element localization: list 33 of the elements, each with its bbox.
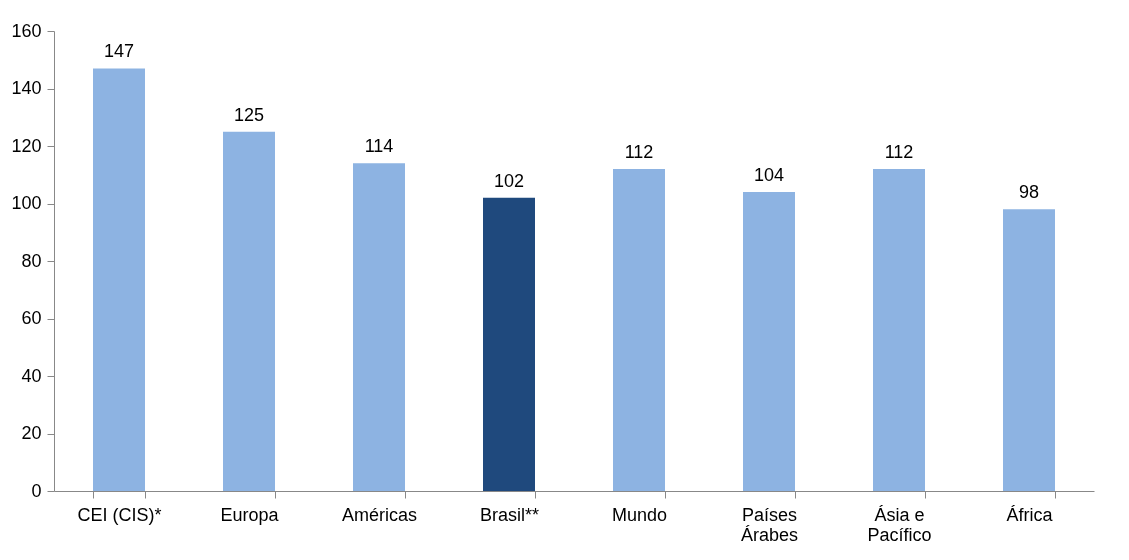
y-tick-label: 120: [11, 135, 42, 156]
y-tick-label: 40: [21, 365, 42, 386]
x-tick-label: Brasil**: [479, 504, 540, 525]
bar: [1003, 209, 1055, 491]
bar: [353, 163, 405, 491]
data-label: 112: [624, 142, 654, 162]
x-tick-label: Países Árabes: [740, 504, 799, 545]
x-tick-label: Europa: [220, 504, 280, 525]
data-label: 147: [103, 41, 135, 62]
data-label: 102: [493, 170, 525, 191]
y-tick-label: 60: [21, 308, 42, 328]
x-tick-label: Ásia e Pacífico: [867, 504, 932, 545]
x-tick-label: Mundo: [611, 504, 668, 525]
bar: [743, 192, 795, 491]
x-tick-label: Américas: [341, 504, 418, 525]
bar: [873, 169, 925, 491]
data-label: 104: [753, 165, 785, 185]
y-tick-label: 20: [21, 423, 42, 443]
bar: [483, 197, 535, 491]
y-tick-label: 100: [11, 193, 42, 213]
data-label: 112: [884, 142, 914, 162]
bar: [93, 68, 145, 491]
y-tick-label: 140: [11, 78, 42, 98]
bar: [613, 169, 665, 491]
x-tick-label: CEI (CIS)*: [77, 504, 162, 525]
y-tick-label: 0: [31, 480, 42, 501]
data-label: 114: [364, 136, 394, 157]
data-label: 125: [233, 104, 265, 125]
y-tick-label: 160: [11, 20, 42, 41]
y-tick-label: 80: [21, 250, 42, 271]
x-tick-label: África: [1006, 504, 1054, 525]
bar: [223, 131, 275, 491]
data-label: 98: [1018, 182, 1040, 203]
